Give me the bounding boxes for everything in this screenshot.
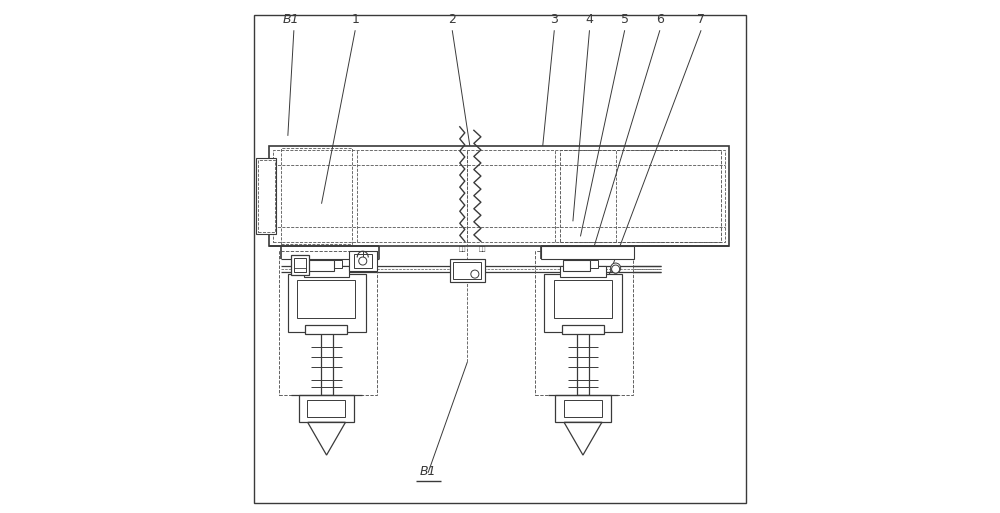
Bar — [304, 266, 349, 277]
Bar — [563, 260, 590, 270]
Text: 7: 7 — [697, 13, 705, 26]
Text: B1: B1 — [420, 465, 436, 478]
Bar — [554, 280, 612, 318]
Bar — [544, 274, 622, 332]
Bar — [555, 395, 611, 422]
Bar — [305, 325, 347, 334]
Bar — [269, 146, 729, 246]
Bar — [450, 259, 485, 282]
Bar — [288, 274, 366, 332]
Bar — [291, 255, 309, 274]
Bar — [256, 159, 276, 234]
Bar — [294, 258, 306, 272]
Circle shape — [612, 265, 620, 273]
Text: 5: 5 — [621, 13, 629, 26]
Bar — [564, 400, 602, 418]
Bar — [541, 246, 634, 259]
Bar — [299, 395, 354, 422]
Bar — [453, 262, 481, 279]
Text: 1: 1 — [351, 13, 359, 26]
Bar — [321, 332, 333, 395]
Text: 3: 3 — [550, 13, 558, 26]
Bar — [354, 254, 372, 268]
Polygon shape — [308, 422, 345, 455]
Bar — [273, 150, 725, 243]
Bar — [577, 332, 589, 395]
Bar — [311, 260, 342, 268]
Bar — [281, 148, 352, 244]
Bar — [535, 251, 633, 395]
Bar — [568, 260, 598, 268]
Text: B1: B1 — [283, 13, 300, 26]
Text: 2: 2 — [448, 13, 456, 26]
Circle shape — [471, 270, 479, 278]
Text: 4: 4 — [586, 13, 593, 26]
Bar — [560, 266, 606, 277]
Bar — [349, 251, 377, 270]
Bar — [258, 160, 275, 232]
Bar — [560, 150, 721, 243]
Polygon shape — [564, 422, 602, 455]
Circle shape — [611, 263, 621, 273]
Bar — [279, 251, 377, 395]
Text: 开锁: 开锁 — [459, 246, 466, 252]
Bar — [307, 400, 345, 418]
Text: 闭锁: 闭锁 — [479, 246, 486, 252]
Bar — [562, 325, 604, 334]
Text: 6: 6 — [656, 13, 664, 26]
Bar — [306, 260, 334, 270]
Bar — [297, 280, 355, 318]
Circle shape — [359, 257, 367, 265]
